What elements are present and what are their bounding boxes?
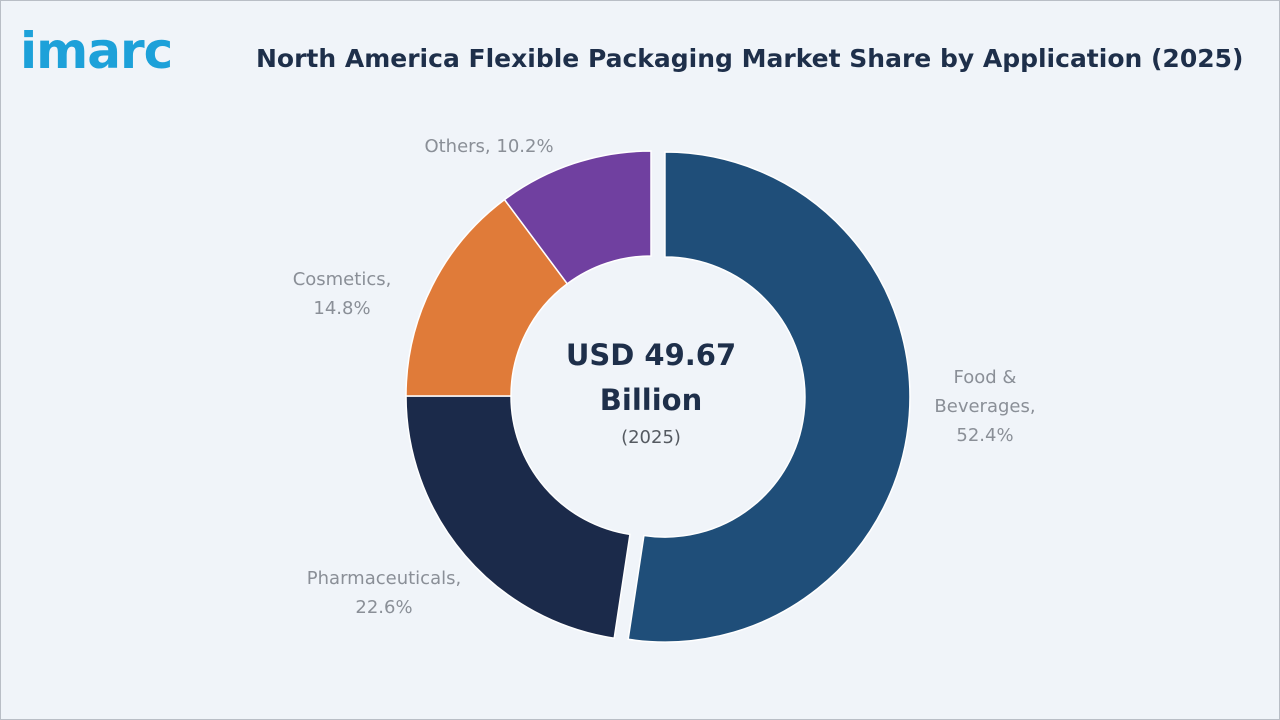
chart-title: North America Flexible Packaging Market …: [256, 44, 1244, 73]
center-value-line1: USD 49.67: [566, 338, 736, 372]
slice-label: Cosmetics, 14.8%: [293, 269, 392, 319]
slice-label: Pharmaceuticals, 22.6%: [307, 568, 461, 618]
center-year: (2025): [621, 427, 681, 448]
donut-slice: [503, 150, 652, 285]
center-label: USD 49.67 Billion (2025): [566, 338, 736, 448]
center-value-line2: Billion: [600, 383, 702, 417]
donut-slice: [405, 395, 631, 640]
donut-slice: [627, 151, 911, 643]
slice-label: Food & Beverages, 52.4%: [934, 367, 1035, 446]
slice-label: Others, 10.2%: [424, 136, 553, 157]
imarc-logo: imarc: [20, 22, 173, 80]
